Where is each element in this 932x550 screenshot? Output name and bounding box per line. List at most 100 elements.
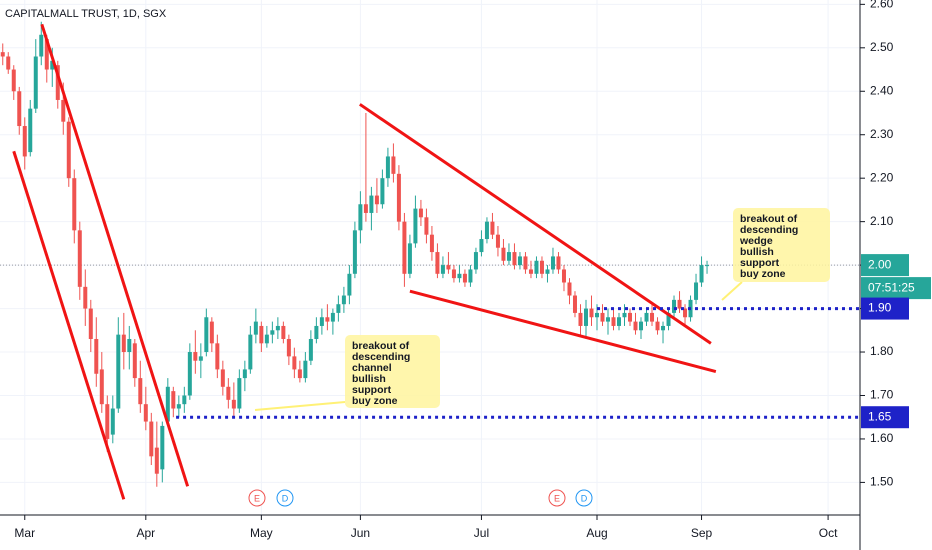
candle-body: [231, 399, 236, 409]
candle-body: [694, 282, 699, 300]
candle-body: [705, 265, 710, 267]
candle-body: [545, 269, 550, 274]
candle-body: [672, 299, 677, 313]
candle-body: [611, 317, 616, 326]
candle-body: [451, 269, 456, 279]
candle-body: [605, 317, 610, 322]
candle-body: [39, 34, 44, 57]
candle-body: [275, 325, 280, 331]
candle-body: [17, 91, 22, 127]
candle-body: [418, 208, 423, 218]
candle-body: [506, 252, 511, 261]
candle-body: [650, 312, 655, 322]
y-tick-label: 2.30: [870, 127, 894, 141]
trendline: [12, 150, 126, 500]
x-tick-label: Mar: [14, 526, 35, 540]
event-icon: [575, 489, 593, 507]
candle-body: [633, 321, 638, 331]
candle-body: [495, 234, 500, 248]
candle-body: [347, 273, 352, 296]
candle-body: [33, 56, 38, 109]
candle-body: [237, 378, 242, 409]
candle-body: [55, 65, 60, 100]
candle-body: [0, 52, 5, 57]
candle-body: [556, 256, 561, 270]
trendline: [40, 23, 190, 487]
candle-body: [683, 308, 688, 318]
candle-body: [325, 317, 330, 322]
candle-body: [396, 173, 401, 222]
candle-body: [655, 321, 660, 331]
candle-body: [385, 156, 390, 179]
candle-body: [176, 404, 181, 409]
candle-body: [380, 178, 385, 205]
candle-body: [699, 265, 704, 283]
candle-body: [314, 325, 319, 339]
candle-body: [369, 195, 374, 213]
candle-body: [308, 338, 313, 361]
candle-body: [622, 312, 627, 318]
candle-body: [473, 252, 478, 270]
x-tick-label: Sep: [691, 526, 713, 540]
candle-body: [661, 325, 666, 331]
candle-body: [143, 404, 148, 422]
candle-body: [259, 325, 264, 344]
candle-body: [319, 317, 324, 326]
candle-body: [270, 330, 275, 335]
candle-body: [105, 404, 110, 439]
candle-body: [44, 39, 49, 70]
candle-body: [50, 60, 55, 70]
callout-connector: [721, 281, 743, 301]
candle-body: [253, 321, 258, 335]
candle-body: [644, 312, 649, 322]
candle-body: [242, 369, 247, 379]
candle-body: [446, 265, 451, 270]
candle-body: [440, 265, 445, 274]
trendline: [359, 103, 712, 345]
y-tick-label: 1.50: [870, 475, 894, 489]
candle-body: [154, 447, 159, 474]
candle-body: [83, 286, 88, 309]
trendline: [409, 289, 717, 374]
candle-body: [583, 308, 588, 326]
candle-body: [512, 252, 517, 266]
candle-body: [479, 239, 484, 253]
candle-body: [567, 282, 572, 296]
candle-body: [330, 312, 335, 322]
candle-body: [677, 299, 682, 309]
candle-body: [193, 352, 198, 361]
event-icon: [548, 489, 566, 507]
event-label: D: [282, 493, 289, 503]
event-label: E: [254, 493, 260, 503]
x-tick-label: Jun: [351, 526, 370, 540]
candle-body: [358, 204, 363, 231]
candle-body: [171, 391, 176, 409]
candle-body: [281, 325, 286, 339]
candle-body: [490, 221, 495, 235]
candle-body: [363, 204, 368, 213]
countdown-label: 07:51:25: [868, 280, 915, 294]
callout-text: descending: [740, 224, 798, 236]
y-tick-label: 1.60: [870, 431, 894, 445]
candle-body: [550, 256, 555, 270]
callout-text: breakout of: [352, 340, 410, 352]
callout-text: descending: [352, 351, 410, 363]
last-price-tag: [861, 254, 909, 277]
y-tick-label: 2.60: [870, 0, 894, 11]
candle-body: [94, 338, 99, 374]
level-tag: [861, 406, 909, 429]
event-icon: [248, 489, 266, 507]
candle-body: [61, 99, 66, 122]
candle-body: [11, 69, 16, 92]
chart-title: CAPITALMALL TRUST, 1D, SGX: [5, 8, 167, 20]
callout-box: [345, 335, 440, 408]
candle-body: [110, 408, 115, 435]
candle-body: [424, 217, 429, 235]
callout-connector: [254, 401, 346, 411]
candle-body: [528, 269, 533, 274]
callout-text: bullish: [352, 373, 386, 385]
candle-body: [517, 256, 522, 266]
x-tick-label: Apr: [136, 526, 155, 540]
candle-body: [303, 360, 308, 379]
